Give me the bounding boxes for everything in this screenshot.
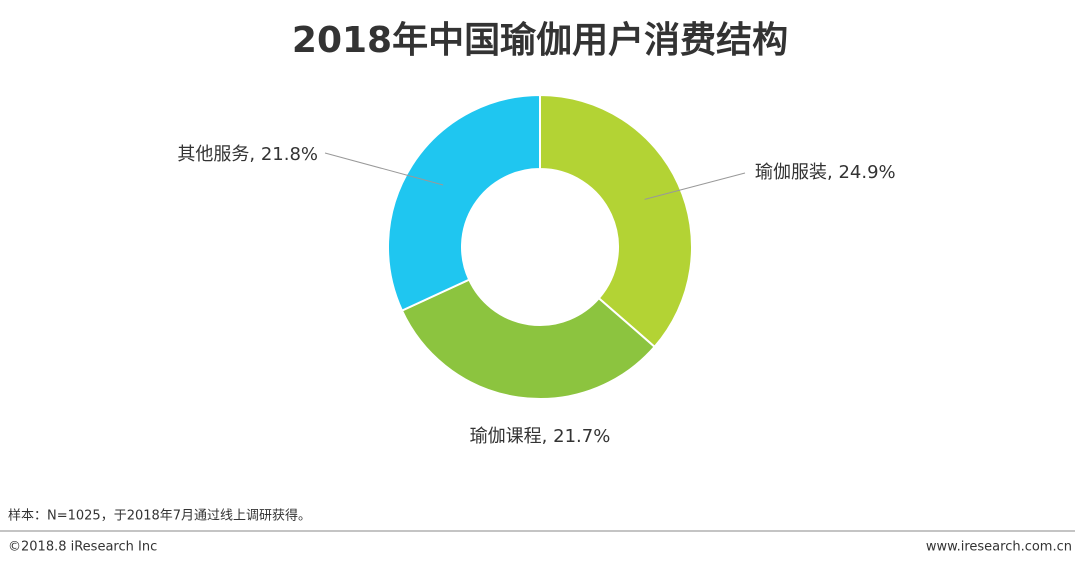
data-label: 瑜伽课程, 21.7%: [470, 426, 611, 447]
slice: [539, 93, 693, 349]
leader-line: [324, 152, 444, 186]
slice: [400, 278, 657, 400]
footnote: 样本：N=1025，于2018年7月通过线上调研获得。: [8, 508, 311, 524]
leader-line: [644, 172, 746, 200]
slice: [387, 93, 541, 312]
website: www.iresearch.com.cn: [926, 540, 1072, 555]
data-label: 其他服务, 21.8%: [177, 144, 318, 165]
chart-title: 2018年中国瑜伽用户消费结构: [292, 20, 788, 61]
copyright: ©2018.8 iResearch Inc: [8, 540, 157, 555]
data-label: 瑜伽服装, 24.9%: [755, 162, 896, 183]
